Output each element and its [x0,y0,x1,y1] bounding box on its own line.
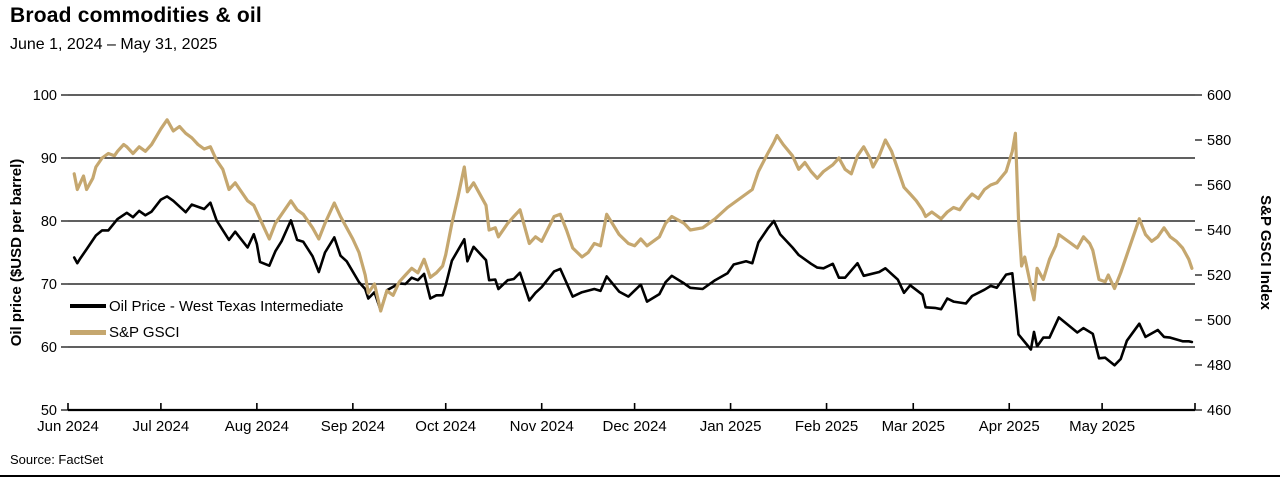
month-tick-label: Oct 2024 [415,418,476,435]
month-tick-label: Jun 2024 [37,418,99,435]
right-tick-label: 600 [1207,88,1231,104]
left-tick-label: 60 [41,340,57,356]
left-tick-label: 90 [41,151,57,167]
right-tick-label: 580 [1207,133,1231,149]
right-axis-title: S&P GSCI Index [1257,195,1274,310]
legend-item-oil-price: Oil Price - West Texas Intermediate [70,293,344,319]
month-tick-label: Jan 2025 [700,418,762,435]
month-tick-label: Mar 2025 [882,418,945,435]
month-tick-label: Dec 2024 [602,418,666,435]
month-tick-label: Apr 2025 [979,418,1040,435]
chart-legend: Oil Price - West Texas Intermediate S&P … [70,293,344,345]
gsci-line-swatch [70,329,106,335]
month-tick-label: Jul 2024 [133,418,190,435]
date-range-subtitle: June 1, 2024 – May 31, 2025 [10,36,218,53]
bottom-divider [0,475,1280,477]
right-tick-label: 540 [1207,223,1231,239]
month-tick-label: Aug 2024 [225,418,289,435]
left-axis-title: Oil price ($USD per barrel) [8,158,25,347]
month-tick-label: Sep 2024 [321,418,385,435]
right-tick-label: 500 [1207,313,1231,329]
source-attribution: Source: FactSet [10,452,104,467]
series-oil-price [72,195,1194,367]
month-tick-label: Feb 2025 [795,418,858,435]
right-tick-label: 560 [1207,178,1231,194]
oil-line-swatch [70,304,106,308]
legend-label: S&P GSCI [109,323,180,341]
left-tick-label: 70 [41,277,57,293]
left-tick-label: 50 [41,403,57,419]
month-tick-label: Nov 2024 [510,418,574,435]
right-tick-label: 520 [1207,268,1231,284]
series-sp-gsci [72,118,1194,313]
month-tick-label: May 2025 [1069,418,1135,435]
legend-item-sp-gsci: S&P GSCI [70,319,344,345]
legend-label: Oil Price - West Texas Intermediate [109,297,344,315]
left-tick-label: 100 [33,88,57,104]
right-tick-label: 460 [1207,403,1231,419]
page-title: Broad commodities & oil [10,4,262,27]
right-tick-label: 480 [1207,358,1231,374]
left-tick-label: 80 [41,214,57,230]
